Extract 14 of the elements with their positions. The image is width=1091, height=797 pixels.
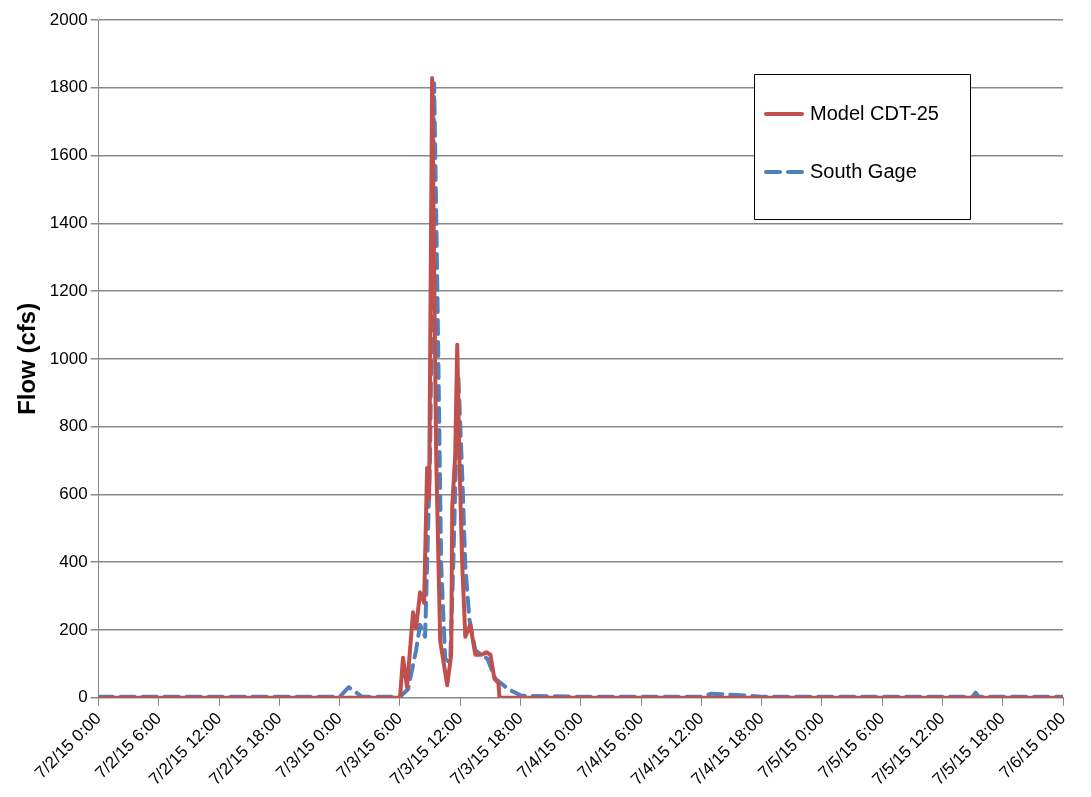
y-tick-label: 400 bbox=[59, 551, 88, 571]
y-tick-label: 1600 bbox=[49, 145, 88, 165]
y-tick-label: 1000 bbox=[49, 348, 88, 368]
y-tick-label: 1800 bbox=[49, 77, 88, 97]
y-tick-label: 0 bbox=[78, 687, 88, 707]
legend-label: South Gage bbox=[810, 159, 917, 182]
legend-label: Model CDT-25 bbox=[810, 101, 939, 124]
y-tick-label: 800 bbox=[59, 416, 88, 436]
y-tick-label: 200 bbox=[59, 619, 88, 639]
y-tick-label: 1400 bbox=[49, 213, 88, 233]
y-tick-label: 2000 bbox=[49, 9, 88, 29]
y-tick-label: 600 bbox=[59, 484, 88, 504]
y-axis-title: Flow (cfs) bbox=[13, 302, 41, 415]
y-tick-label: 1200 bbox=[49, 280, 88, 300]
